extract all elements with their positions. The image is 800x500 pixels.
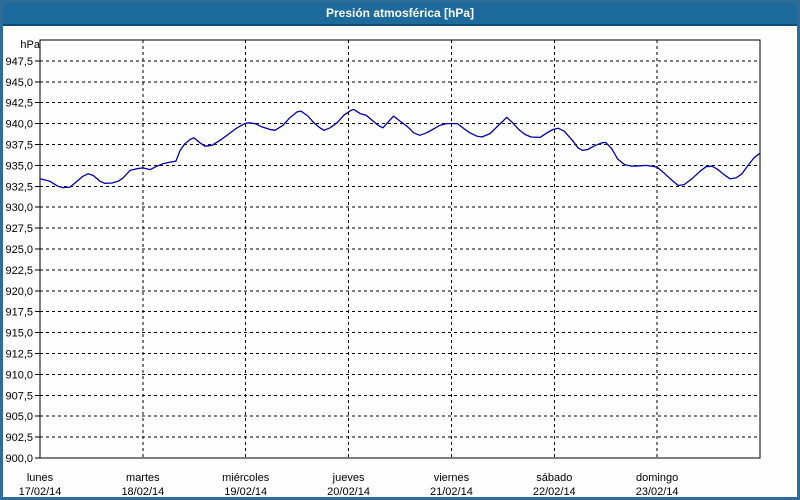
y-tick-label: 935,0 (5, 160, 33, 172)
chart-area: 947,5 945,0 942,5 940,0 937,5 935,0 932,5 930,0… (3, 26, 797, 497)
plot-frame (39, 39, 761, 459)
y-tick-label: 925,0 (5, 244, 33, 256)
y-tick-label: 905,0 (5, 411, 33, 423)
y-tick-label: 927,5 (5, 223, 33, 235)
y-tick-label: 932,5 (5, 181, 33, 193)
y-tick-label: 922,5 (5, 265, 33, 277)
y-unit-label: hPa (20, 39, 40, 51)
x-date-label: 21/02/14 (430, 486, 473, 497)
y-tick-label: 942,5 (5, 98, 33, 110)
y-tick-label: 902,5 (5, 432, 33, 444)
y-tick-label: 912,5 (5, 349, 33, 361)
y-tick-label: 907,5 (5, 390, 33, 402)
x-day-label: miércoles (222, 472, 270, 484)
x-date-label: 18/02/14 (121, 486, 164, 497)
x-day-label: domingo (636, 472, 678, 484)
x-date-label: 20/02/14 (327, 486, 370, 497)
y-tick-label: 917,5 (5, 307, 33, 319)
x-day-label: viernes (434, 472, 470, 484)
y-tick-label: 915,0 (5, 328, 33, 340)
x-date-label: 19/02/14 (224, 486, 267, 497)
y-tick-label: 947,5 (5, 56, 33, 68)
x-date-label: 23/02/14 (636, 486, 679, 497)
y-tick-label: 900,0 (5, 453, 33, 465)
y-tick-label: 945,0 (5, 77, 33, 89)
y-tick-label: 910,0 (5, 369, 33, 381)
window-title: Presión atmosférica [hPa] (325, 6, 475, 20)
y-tick-label: 937,5 (5, 140, 33, 152)
pressure-chart: 947,5 945,0 942,5 940,0 937,5 935,0 932,5 930,0… (5, 39, 761, 497)
x-day-label: martes (126, 472, 160, 484)
pressure-series-line (39, 108, 760, 189)
y-tick-label: 930,0 (5, 202, 33, 214)
x-date-label: 17/02/14 (19, 486, 62, 497)
y-tick-label: 940,0 (5, 119, 33, 131)
y-tick-label: 920,0 (5, 286, 33, 298)
window-title-bar: Presión atmosférica [hPa] (3, 3, 797, 26)
x-day-label: lunes (27, 472, 54, 484)
x-day-label: jueves (332, 472, 365, 484)
x-day-label: sábado (536, 472, 572, 484)
x-date-label: 22/02/14 (533, 486, 576, 497)
